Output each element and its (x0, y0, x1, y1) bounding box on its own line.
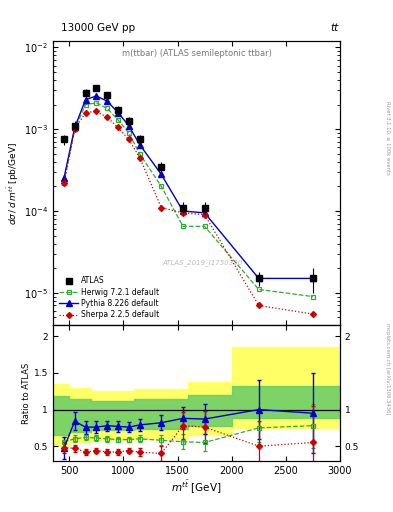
Text: ATLAS_2019_I1750330: ATLAS_2019_I1750330 (162, 260, 242, 266)
Y-axis label: Ratio to ATLAS: Ratio to ATLAS (22, 362, 31, 424)
Text: m(ttbar) (ATLAS semileptonic ttbar): m(ttbar) (ATLAS semileptonic ttbar) (121, 50, 272, 58)
Legend: ATLAS, Herwig 7.2.1 default, Pythia 8.226 default, Sherpa 2.2.5 default: ATLAS, Herwig 7.2.1 default, Pythia 8.22… (57, 274, 162, 322)
Y-axis label: $d\sigma\,/\,d\,m^{t\bar{t}}$ [pb/GeV]: $d\sigma\,/\,d\,m^{t\bar{t}}$ [pb/GeV] (6, 142, 21, 225)
Text: 13000 GeV pp: 13000 GeV pp (61, 23, 135, 33)
Text: mcplots.cern.ch [arXiv:1306.3436]: mcplots.cern.ch [arXiv:1306.3436] (385, 323, 390, 414)
Text: tt: tt (331, 23, 339, 33)
Text: Rivet 3.1.10, ≥ 100k events: Rivet 3.1.10, ≥ 100k events (385, 101, 390, 175)
X-axis label: $m^{t\bar{t}}$ [GeV]: $m^{t\bar{t}}$ [GeV] (171, 478, 222, 496)
